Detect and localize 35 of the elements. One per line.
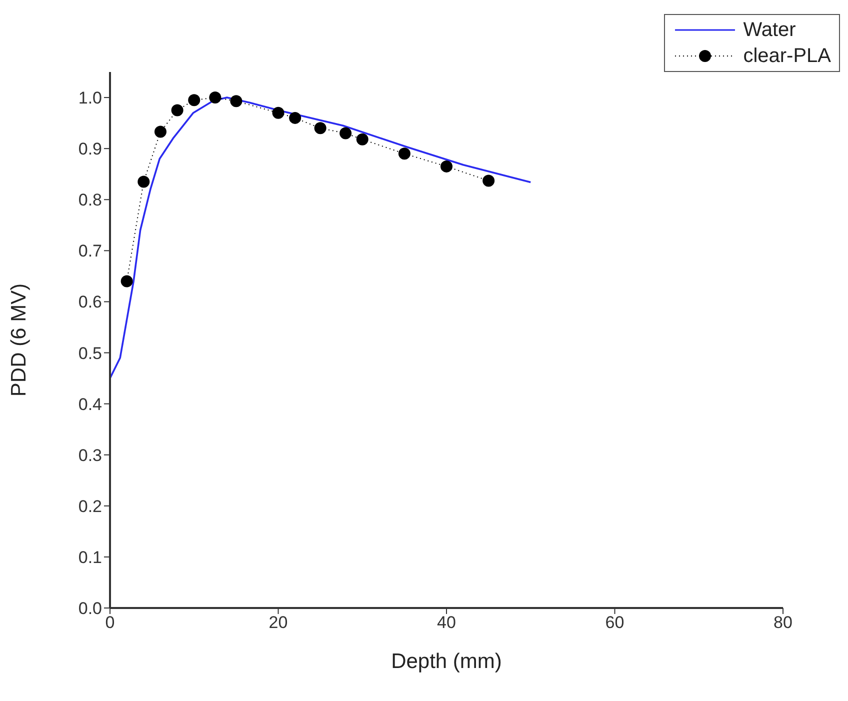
point: [356, 133, 368, 146]
y-tick-label: 0.2: [78, 496, 102, 516]
point: [398, 148, 410, 160]
point: [230, 95, 242, 108]
legend-label: clear-PLA: [743, 44, 831, 68]
x-tick-label: 60: [605, 613, 624, 632]
point: [340, 127, 352, 140]
y-axis-title: PDD (6 MV): [7, 283, 30, 397]
point: [138, 176, 150, 188]
y-tick-label: 0.0: [78, 599, 102, 618]
point: [440, 160, 452, 172]
y-tick-label: 0.7: [78, 242, 102, 261]
y-tick-label: 0.1: [78, 548, 102, 567]
x-axis-title: Depth (mm): [391, 650, 502, 673]
y-tick-label: 0.5: [78, 344, 102, 363]
y-tick-label: 0.6: [78, 292, 102, 312]
point: [120, 275, 133, 288]
y-tick-label: 0.9: [78, 140, 102, 159]
x-tick-label: 20: [268, 613, 288, 632]
point: [171, 104, 184, 116]
y-tick-label: 1.0: [78, 88, 102, 108]
point: [289, 112, 302, 124]
point: [188, 94, 200, 106]
x-tick-label: 80: [774, 613, 792, 632]
x-tick-label: 0: [105, 613, 115, 632]
y-tick-label: 0.3: [78, 446, 102, 465]
point: [482, 174, 495, 187]
x-tick-label: 40: [437, 613, 456, 632]
point: [154, 126, 166, 138]
y-tick-label: 0.4: [78, 394, 102, 414]
legend-label: Water: [743, 18, 796, 42]
y-tick-label: 0.8: [78, 190, 102, 210]
point: [209, 92, 222, 104]
point: [272, 106, 284, 119]
point: [314, 122, 326, 134]
